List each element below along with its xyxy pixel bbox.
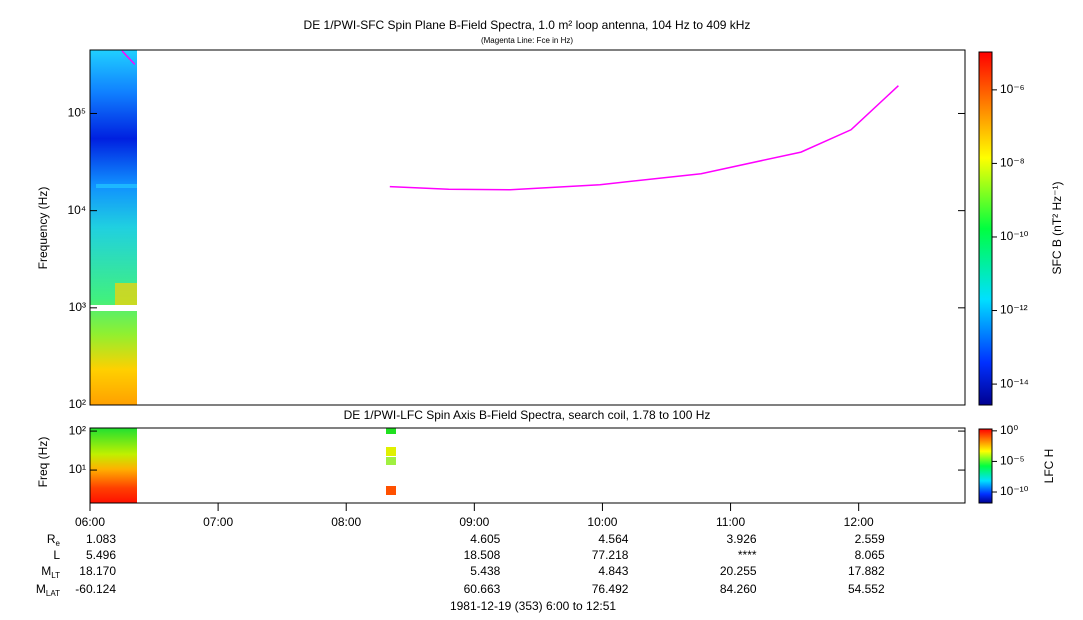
x-tick-label: 08:00 <box>331 515 361 529</box>
ephemeris-value: 84.260 <box>720 582 757 596</box>
plot-frame <box>89 49 966 406</box>
ephemeris-value: 18.170 <box>79 564 116 578</box>
y-axis-label: Frequency (Hz) <box>36 187 50 270</box>
colorbar-tick-label: 10⁻¹⁰ <box>1000 229 1029 243</box>
row-label-sub: LAT <box>46 589 60 598</box>
x-tick-label: 07:00 <box>203 515 233 529</box>
colorbar-label: LFC H <box>1042 449 1056 484</box>
x-tick-label: 09:00 <box>459 515 489 529</box>
x-tick-label: 06:00 <box>75 515 105 529</box>
ephemeris-value: 4.843 <box>598 564 628 578</box>
y-axis-label: Freq (Hz) <box>36 437 50 488</box>
ephemeris-value: 54.552 <box>848 582 885 596</box>
ephemeris-value: 2.559 <box>855 532 885 546</box>
ephemeris-value: 8.065 <box>855 548 885 562</box>
ephemeris-value: 5.496 <box>86 548 116 562</box>
chart-title: DE 1/PWI-LFC Spin Axis B-Field Spectra, … <box>344 408 711 422</box>
ephemeris-value: 76.492 <box>592 582 629 596</box>
y-tick-label: 10⁴ <box>67 203 86 217</box>
y-tick-label: 10² <box>69 423 86 437</box>
ephemeris-value: 1.083 <box>86 532 116 546</box>
colorbar-tick-label: 10⁻⁵ <box>1000 454 1025 468</box>
ephemeris-value: 77.218 <box>592 548 629 562</box>
colorbar <box>978 51 993 406</box>
x-tick-label: 12:00 <box>844 515 874 529</box>
ephemeris-value: -60.124 <box>75 582 116 596</box>
ephemeris-value: 20.255 <box>720 564 757 578</box>
row-label-main: R <box>47 532 56 546</box>
colorbar-tick-label: 10⁻¹⁰ <box>1000 484 1029 498</box>
row-label-main: M <box>41 564 51 578</box>
colorbar-tick-label: 10⁻⁸ <box>1000 156 1025 170</box>
row-label-main: L <box>53 548 60 562</box>
ephemeris-value: 4.605 <box>470 532 500 546</box>
colorbar-tick-label: 10⁻¹² <box>1000 303 1028 317</box>
colorbar-tick-label: 10⁻¹⁴ <box>1000 376 1029 390</box>
fce-line <box>121 50 899 191</box>
row-label-sub: LT <box>51 571 60 580</box>
x-tick-label: 10:00 <box>587 515 617 529</box>
chart-title: DE 1/PWI-SFC Spin Plane B-Field Spectra,… <box>304 18 751 32</box>
colorbar <box>978 428 993 504</box>
x-tick-label: 11:00 <box>716 515 745 529</box>
y-tick-label: 10⁵ <box>68 106 86 120</box>
ephemeris-value: 3.926 <box>727 532 757 546</box>
row-label-main: M <box>36 582 46 596</box>
ephemeris-value: 18.508 <box>464 548 501 562</box>
ephemeris-value: 5.438 <box>470 564 500 578</box>
ephemeris-value: **** <box>738 548 757 562</box>
plot-frame <box>89 427 966 504</box>
row-label: Re <box>47 532 61 548</box>
row-label: MLAT <box>36 582 60 598</box>
spectrogram-image <box>90 50 396 503</box>
row-label: MLT <box>41 564 60 580</box>
ephemeris-value: 17.882 <box>848 564 885 578</box>
y-tick-label: 10¹ <box>69 462 86 476</box>
colorbar-tick-label: 10⁰ <box>1000 423 1018 437</box>
row-label-sub: e <box>56 539 61 548</box>
colorbar-label: SFC B (nT² Hz⁻¹) <box>1050 182 1064 275</box>
footer: 1981-12-19 (353) 6:00 to 12:51 <box>450 599 616 613</box>
y-tick-label: 10³ <box>69 300 86 314</box>
colorbar-tick-label: 10⁻⁶ <box>1000 82 1025 96</box>
chart-subtitle: (Magenta Line: Fce in Hz) <box>481 36 573 45</box>
ephemeris-value: 60.663 <box>464 582 501 596</box>
row-label: L <box>53 548 60 562</box>
y-tick-label: 10² <box>69 397 86 411</box>
ephemeris-value: 4.564 <box>598 532 628 546</box>
